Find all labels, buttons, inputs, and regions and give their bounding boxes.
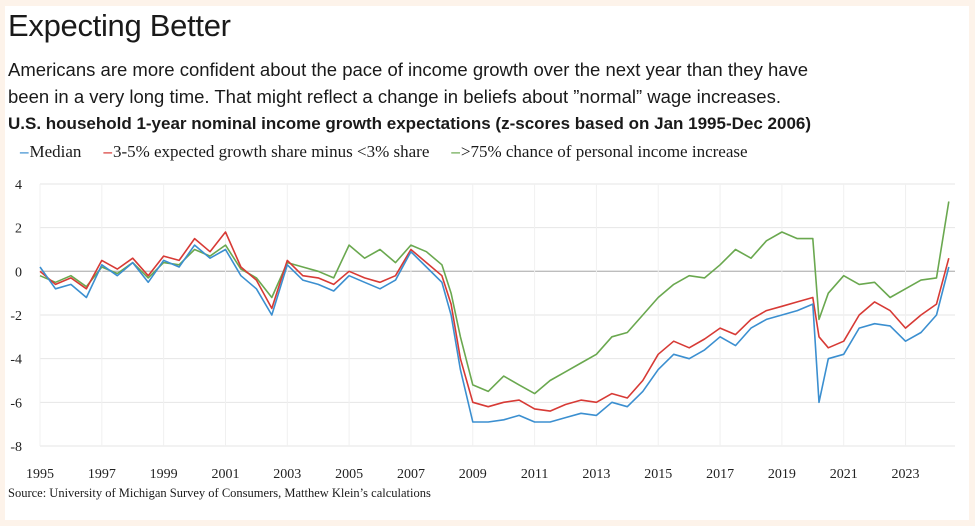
x-tick-label: 1999	[150, 467, 178, 482]
legend-item-median: – Median	[20, 142, 81, 162]
x-tick-label: 2009	[459, 467, 487, 482]
legend-item-growth-share: – 3-5% expected growth share minus <3% s…	[103, 142, 429, 162]
series-line-0	[39, 244, 950, 423]
y-tick-label: -8	[10, 440, 22, 455]
legend-label-median: Median	[29, 142, 82, 161]
x-tick-label: 2005	[335, 467, 363, 482]
series-line-1	[39, 231, 950, 412]
y-tick-label: 0	[15, 265, 22, 280]
series-line-2	[39, 201, 950, 395]
subtitle-line-1: Americans are more confident about the p…	[8, 59, 809, 80]
source-note: Source: University of Michigan Survey of…	[8, 486, 431, 500]
subtitle: Americans are more confident about the p…	[8, 56, 958, 110]
subtitle-line-2: been in a very long time. That might ref…	[8, 86, 781, 107]
x-tick-label: 2003	[273, 467, 301, 482]
legend-item-income-increase: – >75% chance of personal income increas…	[451, 142, 747, 162]
x-tick-label: 2019	[768, 467, 796, 482]
page-title: Expecting Better	[8, 8, 231, 43]
x-tick-label: 2017	[706, 467, 734, 482]
legend-swatch-growth-share: –	[103, 142, 112, 161]
x-tick-label: 2021	[830, 467, 858, 482]
x-tick-label: 2011	[521, 467, 548, 482]
x-tick-label: 1997	[88, 467, 116, 482]
chart-title: U.S. household 1-year nominal income gro…	[8, 114, 812, 133]
legend-swatch-median: –	[20, 142, 29, 161]
x-tick-label: 1995	[26, 467, 54, 482]
x-tick-label: 2013	[582, 467, 610, 482]
x-tick-label: 2023	[892, 467, 920, 482]
legend-label-income-increase: >75% chance of personal income increase	[460, 142, 748, 161]
legend-swatch-income-increase: –	[451, 142, 460, 161]
y-tick-label: 2	[15, 222, 22, 237]
y-tick-label: -6	[10, 396, 22, 411]
legend: – Median – 3-5% expected growth share mi…	[20, 142, 748, 162]
legend-label-growth-share: 3-5% expected growth share minus <3% sha…	[112, 142, 430, 161]
y-tick-label: -2	[10, 309, 22, 324]
x-tick-label: 2001	[211, 467, 239, 482]
y-tick-label: -4	[10, 353, 22, 368]
x-tick-label: 2015	[644, 467, 672, 482]
x-tick-label: 2007	[397, 467, 425, 482]
y-tick-label: 4	[15, 178, 22, 193]
